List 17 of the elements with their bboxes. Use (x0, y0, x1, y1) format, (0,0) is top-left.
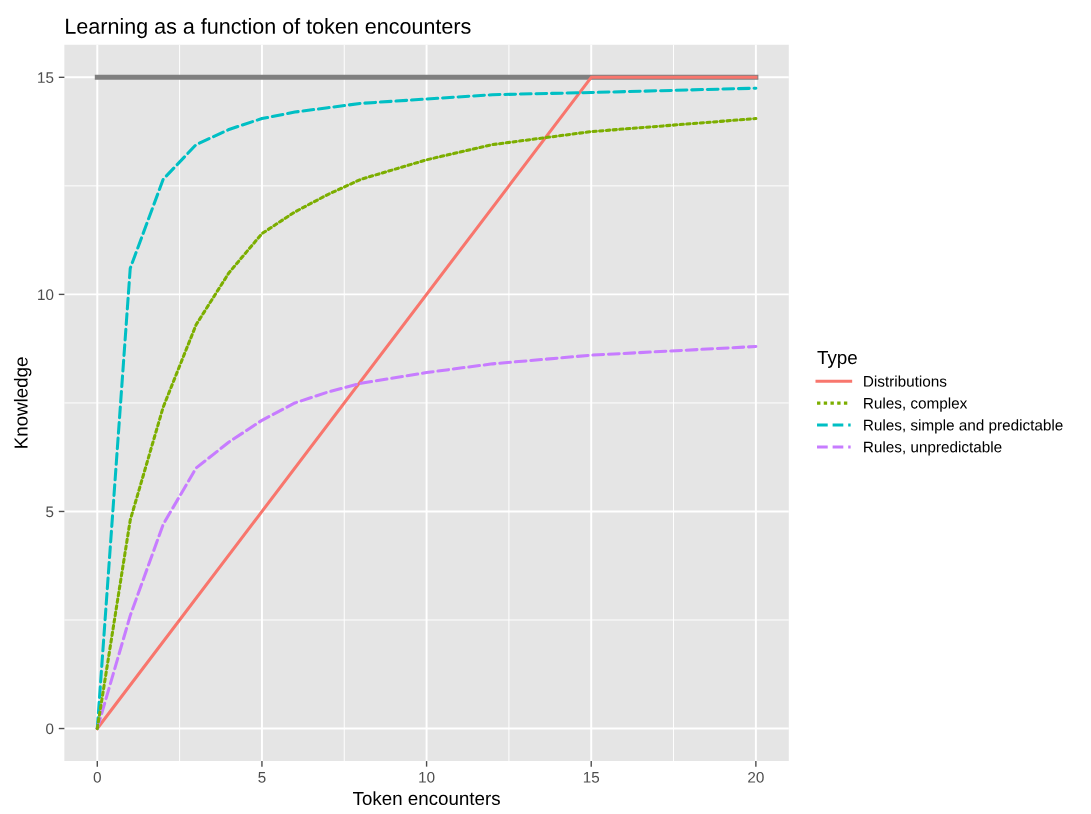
legend-label: Distributions (864, 375, 947, 387)
y-tick-label: 10 (38, 289, 54, 301)
x-tick-label: 20 (748, 771, 764, 783)
legend-label: Rules, simple and predictable (864, 419, 1063, 434)
legend-label: Rules, unpredictable (864, 441, 1002, 456)
x-tick-label: 5 (258, 772, 266, 783)
legend-label: Rules, complex (864, 397, 968, 412)
y-tick-label: 5 (46, 506, 54, 518)
y-tick-label: 15 (38, 72, 54, 84)
y-axis-title: Knowledge (13, 357, 32, 448)
x-tick-label: 0 (93, 771, 101, 783)
chart-title: Learning as a function of token encounters (66, 18, 471, 39)
x-tick-label: 10 (419, 771, 435, 783)
x-axis-title: Token encounters (353, 791, 500, 806)
legend-title: Type (817, 351, 857, 368)
y-tick-label: 0 (46, 723, 54, 735)
x-tick-label: 15 (583, 772, 600, 783)
